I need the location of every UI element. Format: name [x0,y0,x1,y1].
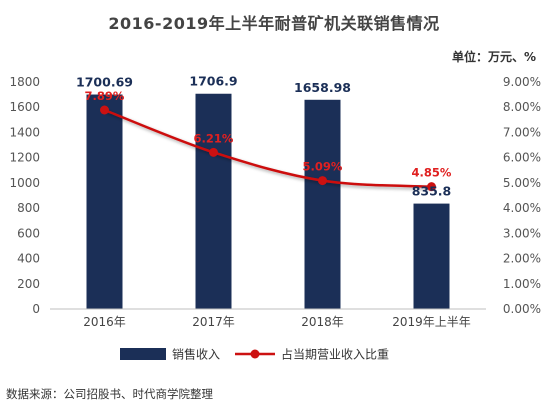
right-axis-tick: 3.00% [503,226,541,240]
x-axis-tick: 2016年 [83,315,126,329]
right-axis-tick: 2.00% [503,252,541,266]
left-axis-tick: 600 [17,226,40,240]
bar [413,203,450,309]
left-axis-tick: 800 [17,201,40,215]
bar [195,93,232,310]
bar [86,94,123,309]
legend: 销售收入 占当期营业收入比重 [120,347,389,362]
right-axis-tick: 5.00% [503,176,541,190]
line-path [104,108,432,188]
left-axis-tick: 200 [17,277,40,291]
right-axis-tick: 4.00% [503,201,541,215]
legend-swatch-bar [120,348,166,360]
bar-value-label: 835.8 [412,184,452,199]
line-value-label: 6.21% [194,131,234,145]
bar-value-label: 1706.9 [189,74,237,89]
left-axis: 0 200 400 600 800 1000 1200 1400 1600 1800 [9,75,40,316]
right-axis: 0.00% 1.00% 2.00% 3.00% 4.00% 5.00% 6.00% 7.00%… [503,75,541,316]
line-point [209,147,218,157]
left-axis-tick: 1000 [9,176,40,190]
left-axis-tick: 1400 [9,125,40,139]
right-axis-tick: 0.00% [503,302,541,316]
line-value-label: 7.89% [85,89,125,103]
right-axis-tick: 8.00% [503,100,541,114]
bar-series [86,93,450,310]
left-axis-tick: 1800 [9,75,40,89]
right-axis-tick: 7.00% [503,125,541,139]
legend-label-line: 占当期营业收入比重 [281,347,389,362]
line-value-label: 5.09% [303,160,343,174]
left-axis-tick: 1600 [9,100,40,114]
unit-label: 单位：万元、% [451,50,536,64]
bar-data-labels: 1700.69 1706.9 1658.98 835.8 [76,74,451,199]
x-axis-tick: 2019年上半年 [392,315,471,329]
bar-value-label: 1658.98 [294,80,351,95]
x-axis-tick: 2017年 [192,315,235,329]
right-axis-tick: 6.00% [503,151,541,165]
left-axis-tick: 0 [32,302,40,316]
bar-value-label: 1700.69 [76,75,133,90]
source-note: 数据来源：公司招股书、时代商学院整理 [6,387,213,401]
line-point [318,176,327,186]
legend-swatch-marker [250,349,260,359]
line-point [100,105,109,115]
left-axis-tick: 400 [17,252,40,266]
right-axis-tick: 9.00% [503,75,541,89]
line-value-label: 4.85% [412,166,452,180]
line-series [100,105,436,192]
line-data-labels: 7.89% 6.21% 5.09% 4.85% [85,89,452,180]
legend-label-bar: 销售收入 [172,347,220,362]
x-axis-tick: 2018年 [301,315,344,329]
chart-title: 2016-2019年上半年耐普矿机关联销售情况 [108,14,440,33]
bar [304,99,341,310]
right-axis-tick: 1.00% [503,277,541,291]
left-axis-tick: 1200 [9,151,40,165]
line-point [427,182,436,192]
x-axis: 2016年 2017年 2018年 2019年上半年 [83,315,471,329]
